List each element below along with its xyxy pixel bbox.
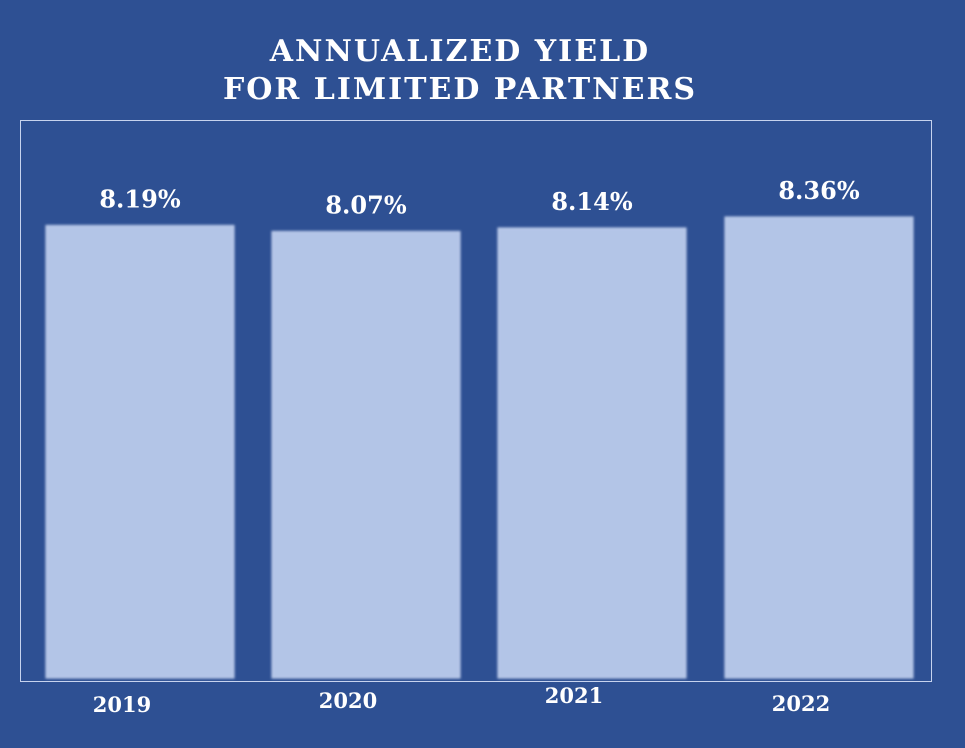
bar-2019 <box>45 225 235 679</box>
bar-2020 <box>271 231 461 679</box>
chart-plot-frame <box>20 120 932 682</box>
x-tick-label-2022: 2022 <box>772 691 830 716</box>
data-label-2021: 8.14% <box>551 187 632 216</box>
data-label-2022: 8.36% <box>778 176 859 205</box>
bar-2021 <box>497 227 687 679</box>
x-tick-label-2021: 2021 <box>545 683 603 708</box>
data-label-2019: 8.19% <box>99 185 180 214</box>
data-label-2020: 8.07% <box>325 191 406 220</box>
x-tick-label-2020: 2020 <box>319 688 377 713</box>
bar-2022 <box>724 216 914 679</box>
chart-title-line-1: ANNUALIZED YIELD <box>269 34 651 69</box>
chart-title-line-2: FOR LIMITED PARTNERS <box>222 72 698 107</box>
x-tick-label-2019: 2019 <box>93 692 151 717</box>
